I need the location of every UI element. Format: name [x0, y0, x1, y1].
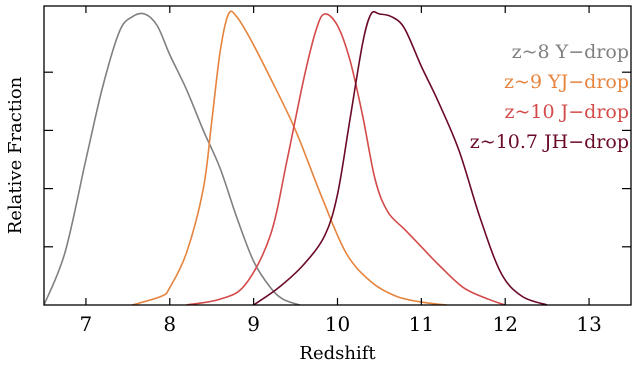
series-line-0	[43, 12, 301, 306]
legend-entry-z9: z~9 YJ−drop	[504, 71, 629, 93]
series-curves	[43, 10, 548, 306]
series-line-3	[253, 10, 548, 306]
x-tick-label-13: 13	[576, 312, 601, 336]
series-line-2	[186, 13, 506, 306]
x-tick-label-11: 11	[409, 312, 434, 336]
axis-ticks	[44, 6, 631, 305]
series-line-1	[131, 10, 447, 306]
legend: z~8 Y−drop z~9 YJ−drop z~10 J−drop z~10.…	[470, 41, 629, 153]
y-axis-label: Relative Fraction	[5, 76, 26, 234]
x-tick-label-7: 7	[80, 312, 93, 336]
x-tick-label-9: 9	[247, 312, 260, 336]
x-tick-label-12: 12	[492, 312, 517, 336]
legend-entry-z10: z~10 J−drop	[504, 101, 629, 123]
x-tick-label-8: 8	[163, 312, 176, 336]
legend-entry-z8: z~8 Y−drop	[512, 41, 629, 63]
x-tick-label-10: 10	[325, 312, 350, 336]
legend-entry-z10-7: z~10.7 JH−drop	[470, 131, 629, 153]
x-axis-label: Redshift	[299, 343, 376, 364]
x-tick-labels: 7 8 9 10 11 12 13	[80, 312, 602, 336]
